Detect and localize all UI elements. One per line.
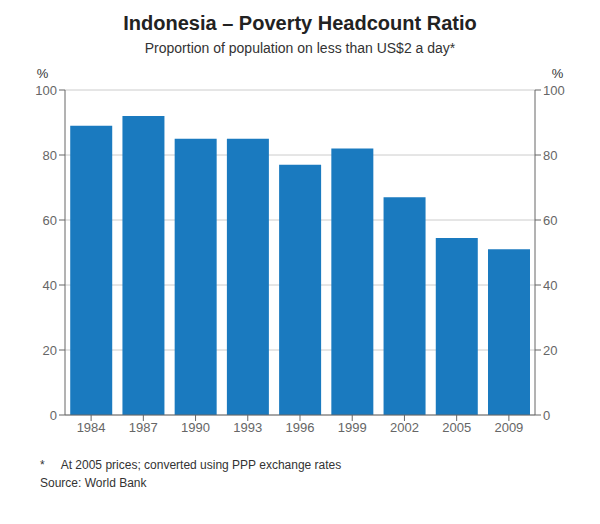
svg-text:2005: 2005 [442,420,471,435]
svg-text:60: 60 [543,213,557,228]
svg-text:0: 0 [50,408,57,423]
svg-text:1993: 1993 [233,420,262,435]
svg-text:0: 0 [543,408,550,423]
html-text:Source: World Bank: Source: World Bank [40,476,147,490]
svg-text:1999: 1999 [338,420,367,435]
html-text:Indonesia – Poverty Headcount: Indonesia – Poverty Headcount Ratio [123,12,477,34]
svg-text:1987: 1987 [129,420,158,435]
svg-text:1984: 1984 [77,420,106,435]
svg-text:40: 40 [43,278,57,293]
svg-text:40: 40 [543,278,557,293]
svg-text:20: 20 [43,343,57,358]
svg-text:%: % [37,66,49,81]
svg-text:%: % [552,66,564,81]
svg-text:100: 100 [543,83,565,98]
svg-text:2002: 2002 [390,420,419,435]
html-text:* At 2005 prices; converted us: * At 2005 prices; converted using PPP ex… [40,458,342,472]
svg-text:1990: 1990 [181,420,210,435]
svg-text:1996: 1996 [286,420,315,435]
svg-text:20: 20 [543,343,557,358]
svg-text:80: 80 [543,148,557,163]
svg-text:80: 80 [43,148,57,163]
html-text:Proportion of population on le: Proportion of population on less than US… [144,40,456,56]
svg-text:2009: 2009 [494,420,523,435]
svg-text:60: 60 [43,213,57,228]
svg-text:100: 100 [35,83,57,98]
